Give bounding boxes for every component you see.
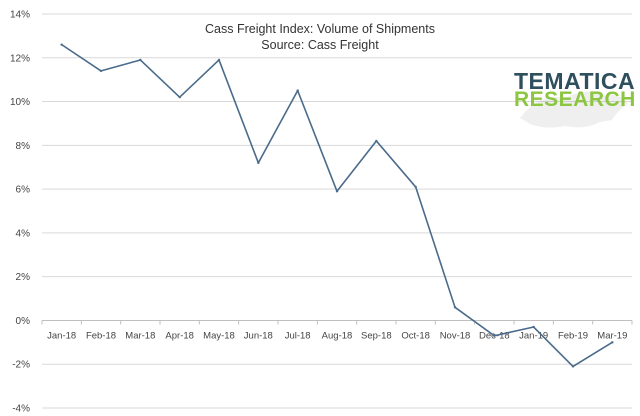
data-point: [335, 190, 339, 193]
x-tick-label: Aug-18: [322, 330, 353, 341]
bull-watermark-icon: [520, 91, 628, 128]
data-point: [453, 306, 457, 309]
data-point: [60, 43, 63, 46]
y-tick-label: -2%: [12, 360, 30, 371]
x-tick-label: Oct-18: [401, 330, 430, 341]
chart-title: Cass Freight Index: Volume of Shipments: [205, 22, 435, 36]
data-point: [493, 334, 496, 337]
y-tick-label: 4%: [16, 228, 31, 239]
x-tick-label: Jun-18: [244, 330, 273, 341]
x-tick-label: Apr-18: [165, 330, 194, 341]
x-tick-label: Jul-18: [285, 330, 311, 341]
data-point: [611, 341, 614, 344]
data-point: [532, 325, 535, 329]
data-point: [139, 58, 142, 62]
data-point: [178, 95, 181, 99]
data-point: [296, 89, 299, 92]
y-tick-label: 0%: [16, 316, 31, 327]
y-tick-label: 12%: [10, 53, 30, 64]
watermark-logo: TEMATICA RESEARCH: [514, 68, 636, 128]
series-layer: [60, 43, 614, 368]
y-tick-label: 10%: [10, 97, 30, 108]
data-point: [217, 58, 221, 62]
x-tick-label: May-18: [203, 330, 235, 341]
logo-text-research: RESEARCH: [514, 88, 636, 111]
x-tick-label: Feb-19: [558, 330, 588, 341]
y-tick-label: -4%: [12, 404, 30, 415]
y-tick-label: 2%: [16, 272, 31, 283]
x-tick-label: Mar-19: [597, 330, 627, 341]
chart-titles: Cass Freight Index: Volume of Shipments …: [205, 22, 435, 52]
logo-text-tematica: TEMATICA: [514, 68, 635, 94]
y-tick-label: 14%: [10, 10, 30, 21]
x-tick-label: Jan-19: [519, 330, 548, 341]
chart-subtitle: Source: Cass Freight: [261, 38, 379, 52]
data-point: [571, 365, 575, 368]
x-tick-label: Jan-18: [47, 330, 76, 341]
y-tick-label: 6%: [16, 185, 31, 196]
x-tick-label: Sep-18: [361, 330, 392, 341]
y-tick-label: 8%: [16, 141, 31, 152]
x-tick-label: Feb-18: [86, 330, 116, 341]
x-tick-label: Mar-18: [125, 330, 155, 341]
data-point: [99, 69, 103, 73]
data-point: [414, 185, 417, 189]
x-tick-label: Nov-18: [440, 330, 471, 341]
data-point: [375, 139, 378, 143]
data-point: [257, 161, 260, 165]
